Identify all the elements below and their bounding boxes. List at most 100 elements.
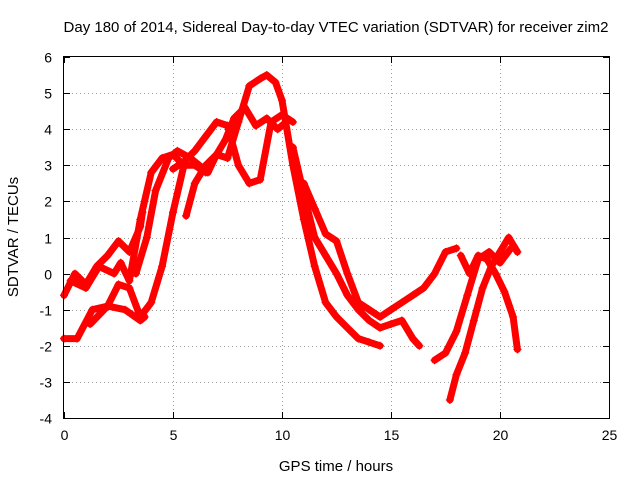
data-point	[70, 269, 79, 278]
data-point	[158, 262, 167, 271]
data-point	[73, 334, 82, 343]
data-point	[474, 251, 483, 260]
data-point	[251, 121, 260, 130]
data-point	[485, 247, 494, 256]
y-axis-label: SDTVAR / TECUs	[5, 177, 22, 297]
data-point	[513, 247, 522, 256]
data-point	[299, 215, 308, 224]
data-point	[463, 291, 472, 300]
data-point	[332, 269, 341, 278]
data-point	[164, 154, 173, 163]
data-point	[376, 312, 385, 321]
data-point	[212, 117, 221, 126]
data-point	[88, 305, 97, 314]
data-point	[288, 143, 297, 152]
y-tick-label: 4	[44, 122, 52, 138]
series-track	[299, 179, 461, 321]
axes: 0 5 10 15 20 25 -4 -3 -2 -1 0 1 2 3 4 5 6	[40, 50, 618, 444]
data-point	[343, 269, 352, 278]
y-tick-label: 3	[44, 158, 52, 174]
data-point	[430, 269, 439, 278]
data-point	[310, 233, 319, 242]
data-point	[262, 71, 271, 80]
data-point	[469, 316, 478, 325]
data-point	[461, 349, 470, 358]
data-point	[179, 157, 188, 166]
data-point	[441, 247, 450, 256]
y-tick-label: -3	[40, 375, 53, 391]
data-point	[509, 312, 518, 321]
data-point	[354, 298, 363, 307]
data-point	[496, 247, 504, 256]
y-tick-label: 2	[44, 194, 52, 210]
data-point	[376, 323, 385, 332]
data-point	[397, 316, 406, 325]
data-point	[354, 334, 363, 343]
data-point	[415, 341, 424, 350]
data-point	[465, 269, 474, 278]
data-point	[86, 320, 95, 329]
data-point	[478, 284, 487, 293]
y-tick-label: 1	[44, 231, 52, 247]
data-point	[491, 269, 500, 278]
data-point	[343, 291, 352, 300]
data-point	[321, 229, 330, 238]
data-point	[354, 305, 363, 314]
data-point	[121, 305, 130, 314]
data-point	[234, 117, 243, 126]
data-point	[332, 237, 341, 246]
data-point	[147, 168, 156, 177]
data-point	[365, 338, 374, 347]
data-point	[387, 320, 395, 329]
data-point	[500, 287, 509, 296]
x-tick-label: 0	[61, 427, 69, 443]
plot-frame	[63, 56, 610, 419]
data-point	[482, 255, 491, 264]
series-line	[67, 151, 188, 292]
x-tick-label: 15	[384, 427, 400, 443]
y-tick-label: -1	[40, 303, 53, 319]
x-axis-label: GPS time / hours	[279, 458, 393, 475]
data-point	[125, 284, 134, 293]
data-point	[419, 284, 428, 293]
data-point	[223, 154, 232, 163]
y-tick-label: 0	[44, 267, 52, 283]
y-tick-label: 5	[44, 86, 52, 102]
data-point	[256, 74, 265, 83]
data-point	[114, 280, 123, 289]
data-point	[110, 269, 119, 278]
x-tick-label: 20	[493, 427, 509, 443]
data-point	[408, 291, 417, 300]
data-point	[321, 298, 330, 307]
data-point	[267, 117, 276, 126]
data-point	[299, 179, 308, 188]
data-point	[321, 251, 330, 260]
data-point	[256, 175, 265, 184]
data-point	[456, 251, 465, 260]
data-point	[169, 164, 177, 173]
data-point	[81, 284, 90, 293]
data-point	[116, 258, 125, 267]
data-point	[397, 298, 406, 307]
x-tick-label: 25	[602, 427, 618, 443]
y-tick-label: -4	[40, 411, 53, 427]
series-line	[457, 252, 521, 353]
data-point	[430, 356, 439, 365]
x-tick-label: 5	[170, 427, 178, 443]
data-point	[182, 211, 191, 220]
series-line	[182, 71, 384, 350]
data-point	[441, 349, 450, 358]
data-point	[452, 370, 461, 379]
data-point	[273, 125, 282, 134]
x-tick-label: 10	[275, 427, 291, 443]
y-tick-label: 6	[44, 50, 52, 66]
data-point	[94, 262, 103, 271]
data-point	[278, 96, 286, 105]
data-point	[288, 117, 297, 126]
data-point	[365, 305, 374, 314]
data-point	[504, 233, 513, 242]
data-point	[212, 150, 221, 159]
data-point	[387, 305, 395, 314]
data-point	[147, 298, 156, 307]
